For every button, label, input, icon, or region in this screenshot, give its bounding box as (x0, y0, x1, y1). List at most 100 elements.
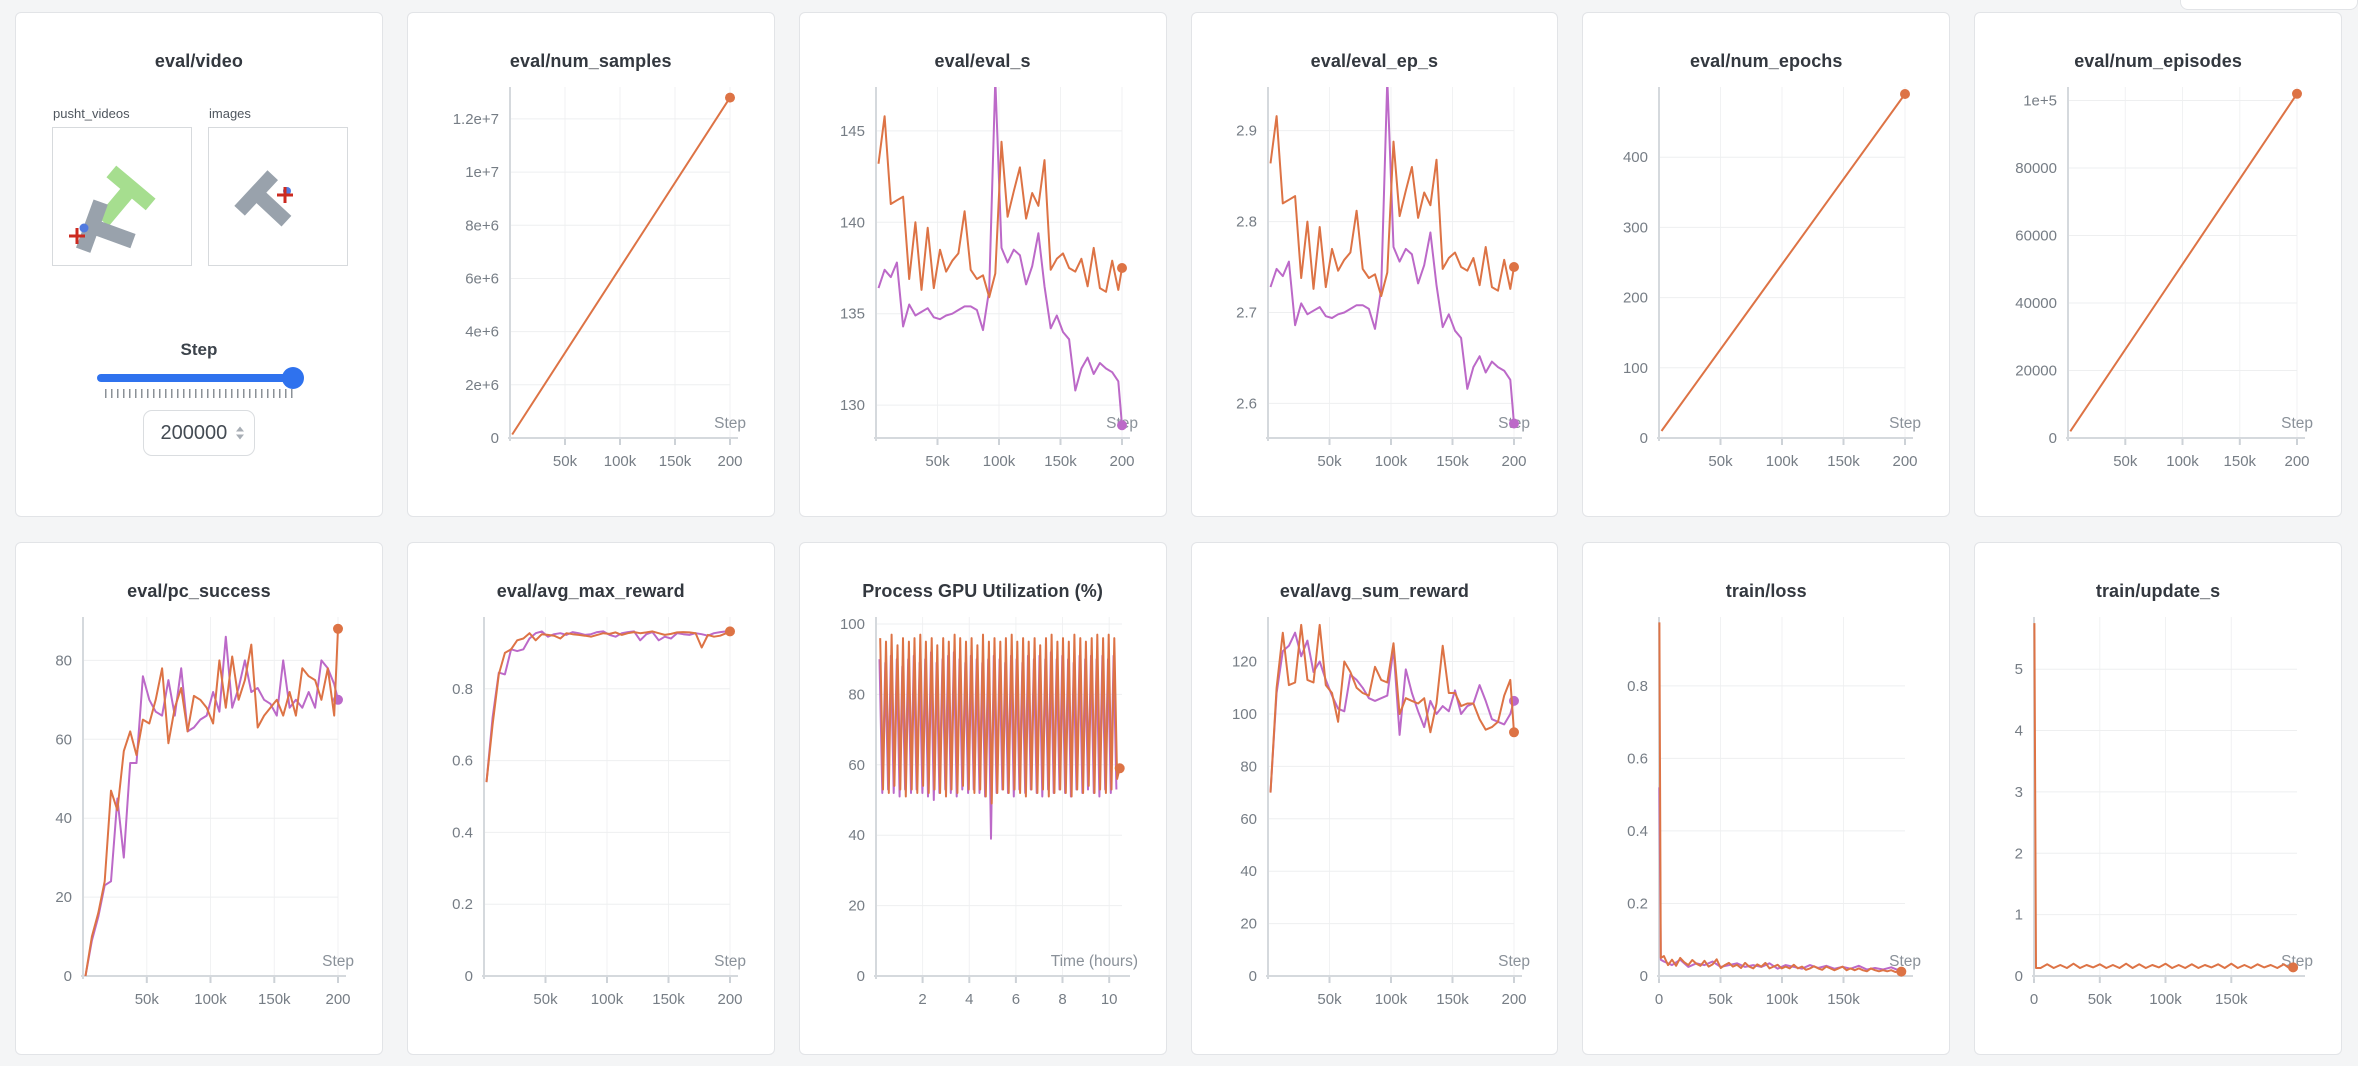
svg-text:20: 20 (1240, 916, 1257, 933)
chart-eval-avg-max-reward[interactable]: 0 0.2 0.4 0.6 0.8 50k 100k 150k 200 Step (414, 607, 768, 1050)
svg-text:2.6: 2.6 (1236, 395, 1257, 412)
svg-text:Step: Step (1889, 415, 1921, 432)
media-images: images (208, 106, 348, 266)
svg-text:1: 1 (2015, 907, 2023, 924)
svg-text:Step: Step (1498, 953, 1530, 970)
panel-gpu-utilization[interactable]: Process GPU Utilization (%) 0 20 40 60 80 100… (798, 542, 1167, 1055)
chart-eval-eval-s[interactable]: 13013514014550k100k150k200Step (806, 77, 1160, 512)
svg-text:50k: 50k (1317, 991, 1342, 1008)
chart-eval-num-epochs[interactable]: 0 100 200 300 400 50k 100k 150k 200 Step (1589, 77, 1943, 512)
svg-text:5: 5 (2015, 661, 2023, 678)
chart-eval-eval-ep-s[interactable]: 2.62.72.82.950k100k150k200Step (1198, 77, 1552, 512)
panel-title: eval/pc_success (127, 581, 271, 601)
svg-text:Step: Step (322, 953, 354, 970)
chart-eval-avg-sum-reward[interactable]: 0 20 40 60 80 100 120 50k 100k 150k 200 Step (1198, 607, 1552, 1050)
svg-text:150k: 150k (2215, 991, 2248, 1008)
chart-eval-num-samples[interactable]: 0 2e+6 4e+6 6e+6 8e+6 1e+7 1.2e+7 50k 100k 150k 20… (414, 77, 768, 512)
svg-text:4: 4 (2015, 723, 2023, 740)
panel-title: eval/video (154, 51, 243, 71)
svg-text:150k: 150k (1436, 453, 1469, 470)
svg-text:200: 200 (1893, 453, 1918, 470)
step-slider-thumb[interactable] (281, 367, 304, 389)
panel-eval-eval-s[interactable]: eval/eval_s 13013514014550k100k150k200St… (798, 12, 1167, 517)
svg-text:0: 0 (856, 968, 864, 985)
step-number-input[interactable]: 200000 (142, 410, 255, 456)
panel-eval-num-episodes[interactable]: eval/num_episodes 0 20000 40000 60000 80000 1… (1974, 12, 2342, 517)
svg-text:0: 0 (2015, 968, 2023, 985)
svg-text:0.6: 0.6 (1627, 750, 1648, 767)
svg-text:50k: 50k (925, 453, 950, 470)
svg-text:0.2: 0.2 (452, 896, 473, 913)
svg-text:50k: 50k (1709, 453, 1734, 470)
svg-text:150k: 150k (652, 991, 685, 1008)
svg-text:100k: 100k (982, 453, 1015, 470)
panel-eval-avg-max-reward[interactable]: eval/avg_max_reward 0 0.2 0.4 0.6 0.8 50k 100k… (406, 542, 775, 1055)
svg-text:40: 40 (848, 827, 865, 844)
green-t-shape (97, 165, 156, 227)
svg-text:50k: 50k (135, 991, 160, 1008)
svg-text:2: 2 (2015, 845, 2023, 862)
svg-text:6: 6 (1011, 991, 1019, 1008)
svg-text:100k: 100k (591, 991, 624, 1008)
target-cross-icon (69, 228, 85, 244)
step-slider-track[interactable] (96, 367, 304, 389)
stepper-down-icon[interactable] (235, 434, 244, 440)
chart-train-loss[interactable]: 0 0.2 0.4 0.6 0.8 0 50k 100k 150k Step (1589, 607, 1943, 1050)
svg-text:100k: 100k (194, 991, 227, 1008)
svg-text:100: 100 (1623, 360, 1648, 377)
svg-text:200: 200 (717, 991, 742, 1008)
stepper-control[interactable] (235, 426, 244, 440)
svg-text:40: 40 (1240, 863, 1257, 880)
panel-eval-eval-ep-s[interactable]: eval/eval_ep_s 2.6 2.7 2.8 2.9 50k 100k 150k 20… (1190, 12, 1559, 517)
video-player-pusht[interactable] (52, 127, 192, 266)
chart-eval-pc-success[interactable]: 0 20 40 60 80 50k 100k 150k 200 Step (22, 607, 376, 1050)
svg-text:20: 20 (848, 898, 865, 915)
panel-title: eval/num_episodes (2074, 51, 2242, 71)
panel-eval-num-epochs[interactable]: eval/num_epochs 0 100 200 300 400 50k 100k 150k… (1582, 12, 1951, 517)
svg-text:Step: Step (714, 415, 746, 432)
panel-title: eval/avg_sum_reward (1279, 581, 1469, 601)
svg-text:200: 200 (1501, 453, 1526, 470)
stepper-up-icon[interactable] (235, 426, 244, 432)
svg-text:0: 0 (1640, 430, 1648, 447)
chart-eval-num-episodes[interactable]: 0 20000 40000 60000 80000 1e+5 50k 100k 150k 200 S… (1981, 77, 2335, 512)
chart-gpu-utilization[interactable]: 0 20 40 60 80 100 2 4 6 8 10 Time (hours) (806, 607, 1160, 1050)
image-viewer[interactable] (208, 127, 348, 266)
svg-text:150k: 150k (1828, 991, 1861, 1008)
panel-eval-avg-sum-reward[interactable]: eval/avg_sum_reward 0 20 40 60 80 100 120 50k 10… (1190, 542, 1559, 1055)
panel-title: eval/num_epochs (1689, 51, 1843, 71)
step-slider-label: Step (180, 340, 218, 359)
svg-text:20: 20 (55, 889, 72, 906)
panel-train-loss[interactable]: train/loss 0 0.2 0.4 0.6 0.8 0 50k 100k 150k Step (1582, 542, 1951, 1055)
svg-text:0: 0 (464, 968, 472, 985)
svg-text:200: 200 (325, 991, 350, 1008)
svg-text:0.8: 0.8 (1627, 678, 1648, 695)
svg-text:200: 200 (2285, 453, 2310, 470)
svg-text:0.8: 0.8 (452, 681, 473, 698)
panel-grid: eval/video pusht_videos (15, 12, 2342, 1055)
svg-text:50k: 50k (553, 453, 578, 470)
svg-text:0: 0 (1248, 968, 1256, 985)
svg-text:0: 0 (1655, 991, 1663, 1008)
svg-text:Step: Step (2281, 415, 2313, 432)
svg-text:100k: 100k (604, 453, 637, 470)
svg-text:150k: 150k (258, 991, 291, 1008)
svg-text:100k: 100k (1374, 991, 1407, 1008)
svg-text:20000: 20000 (2015, 363, 2057, 380)
svg-text:200: 200 (717, 453, 742, 470)
svg-text:150k: 150k (1044, 453, 1077, 470)
panel-title: train/loss (1725, 581, 1807, 601)
panel-train-update-s[interactable]: train/update_s 0 1 2 3 4 5 0 50k 100k 150k Step (1974, 542, 2342, 1055)
svg-text:200: 200 (1501, 991, 1526, 1008)
svg-text:Step: Step (1889, 953, 1921, 970)
chart-train-update-s[interactable]: 0 1 2 3 4 5 0 50k 100k 150k Step (1981, 607, 2335, 1050)
svg-text:1.2e+7: 1.2e+7 (453, 111, 499, 128)
svg-text:60: 60 (1240, 811, 1257, 828)
svg-text:0: 0 (64, 968, 72, 985)
svg-text:0.4: 0.4 (452, 824, 473, 841)
panel-eval-video[interactable]: eval/video pusht_videos (15, 12, 383, 517)
svg-text:50k: 50k (2113, 453, 2138, 470)
panel-eval-num-samples[interactable]: eval/num_samples 0 2e+6 4e+6 6e+6 8e+6 1e+7 1.… (406, 12, 775, 517)
svg-text:80: 80 (1240, 758, 1257, 775)
panel-eval-pc-success[interactable]: eval/pc_success 0 20 40 60 80 50k 100k 150k 200 S… (15, 542, 383, 1055)
